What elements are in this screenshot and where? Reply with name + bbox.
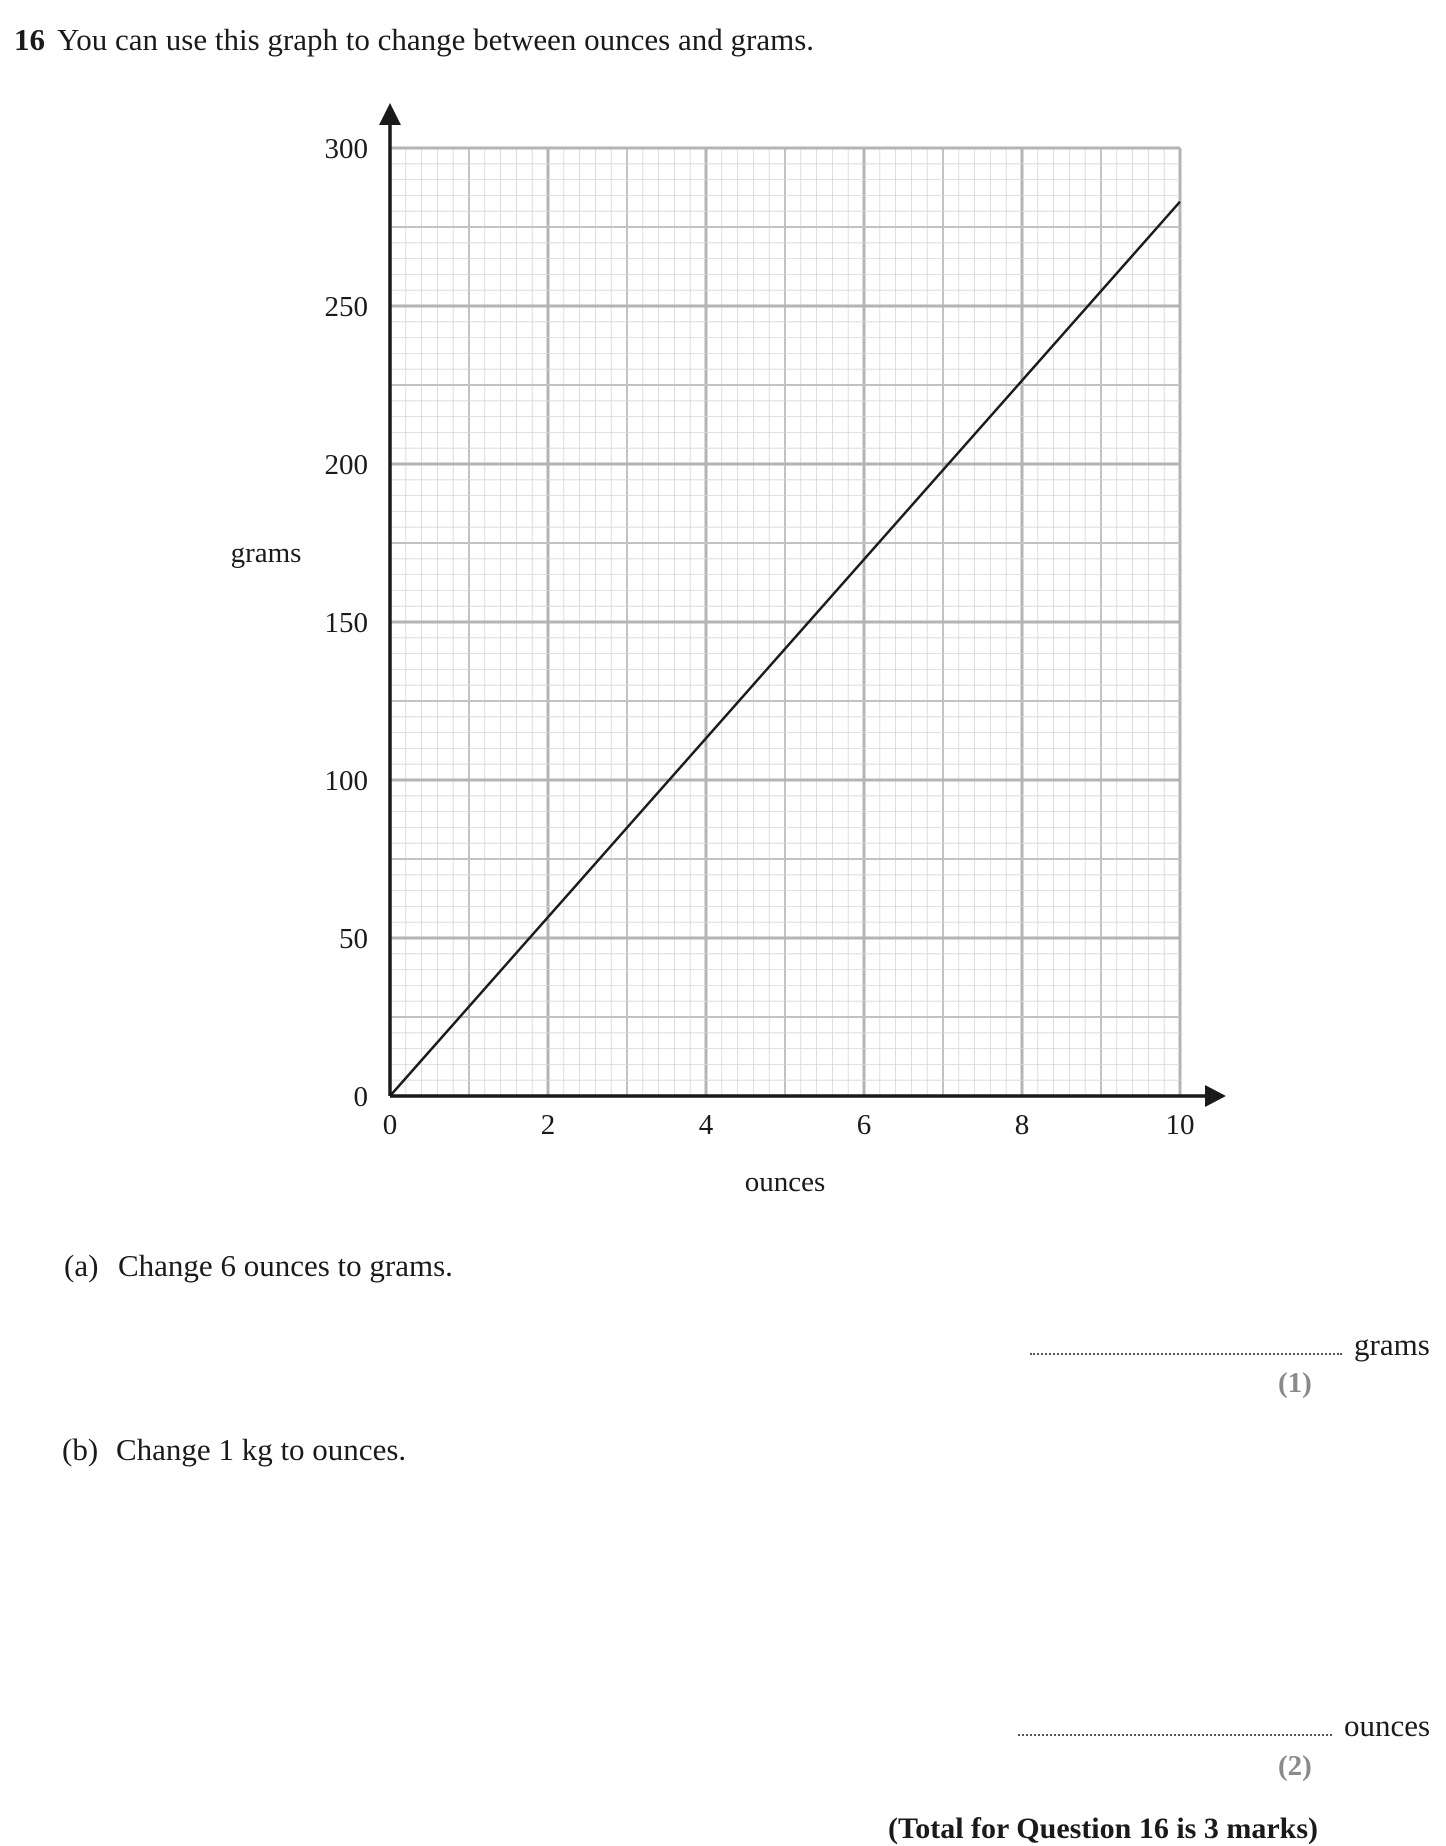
part-b-letter: (b)	[62, 1432, 99, 1467]
y-tick-label: 100	[325, 765, 369, 797]
x-tick-label: 6	[857, 1109, 872, 1141]
y-axis-arrow	[379, 103, 401, 125]
part-a-text: Change 6 ounces to grams.	[118, 1248, 453, 1283]
part-b-marks: (2)	[1278, 1750, 1312, 1782]
y-axis-label: grams	[231, 537, 302, 569]
part-a-answer-line[interactable]	[1030, 1353, 1342, 1355]
conversion-line	[389, 200, 1181, 1097]
part-a-marks: (1)	[1278, 1367, 1312, 1399]
y-tick-label: 200	[325, 449, 369, 481]
part-b-unit: ounces	[1344, 1708, 1431, 1743]
part-a-unit: grams	[1354, 1327, 1430, 1362]
question-prompt: You can use this graph to change between…	[57, 22, 815, 57]
axes	[379, 103, 1226, 1107]
part-a-letter: (a)	[64, 1248, 99, 1283]
part-b-question: (b) Change 1 kg to ounces.	[62, 1432, 406, 1468]
part-b-text: Change 1 kg to ounces.	[116, 1432, 407, 1467]
y-tick-label: 50	[339, 923, 368, 955]
series	[389, 200, 1181, 1097]
part-a-question: (a) Change 6 ounces to grams.	[64, 1248, 453, 1284]
x-tick-label: 8	[1015, 1109, 1030, 1141]
y-tick-label: 0	[354, 1081, 369, 1113]
y-tick-label: 300	[325, 133, 369, 165]
x-tick-label: 10	[1166, 1109, 1195, 1141]
y-tick-label: 150	[325, 607, 369, 639]
grid	[388, 146, 1182, 1098]
x-tick-label: 2	[541, 1109, 556, 1141]
part-b-answer-line[interactable]	[1018, 1734, 1332, 1736]
question-total: (Total for Question 16 is 3 marks)	[887, 1812, 1318, 1845]
x-axis-arrow	[1205, 1085, 1226, 1107]
x-axis-label: ounces	[745, 1166, 826, 1198]
x-tick-label: 4	[699, 1109, 714, 1141]
question-header: 16 You can use this graph to change betwe…	[14, 22, 814, 58]
x-tick-label: 0	[383, 1109, 398, 1141]
y-tick-label: 250	[325, 291, 369, 323]
question-number: 16	[14, 22, 45, 57]
